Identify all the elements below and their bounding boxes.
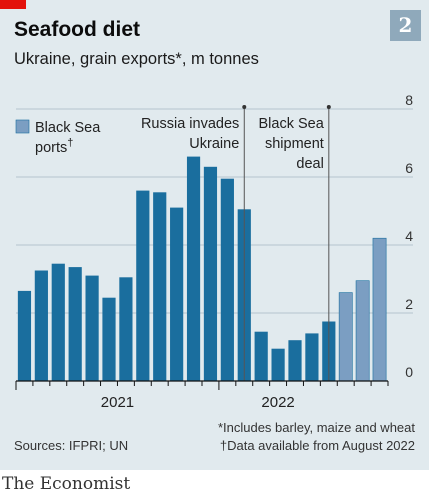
- bar-all-ports: [220, 178, 234, 381]
- bar-all-ports: [186, 156, 201, 381]
- bar-all-ports: [85, 275, 99, 381]
- source-note: Sources: IFPRI; UN: [14, 438, 129, 453]
- footnote-2: †Data available from August 2022: [219, 438, 415, 453]
- axes: 0 2 4 6 8 2021 2022: [15, 92, 413, 411]
- legend-dagger: †: [67, 137, 73, 149]
- bar-black-sea-ports: [338, 292, 353, 382]
- legend-swatch: [15, 119, 30, 134]
- y-tick-label: 0: [405, 364, 413, 380]
- annotations: Russia invades Ukraine Black Sea shipment de…: [141, 105, 331, 381]
- bar-black-sea-ports: [372, 237, 387, 382]
- annotation-label: deal: [296, 156, 323, 172]
- annotation-label: Russia invades: [141, 116, 239, 132]
- x-tick-label: 2022: [261, 394, 294, 411]
- bar-black-sea-ports: [355, 280, 370, 382]
- bar-all-ports: [51, 263, 65, 381]
- bar-all-ports: [34, 270, 48, 381]
- annotation-label: shipment: [265, 136, 324, 152]
- footnote-1: *Includes barley, maize and wheat: [217, 420, 415, 435]
- chart-title: Seafood diet: [14, 18, 141, 41]
- annotation-dot: [242, 105, 247, 109]
- bar-all-ports: [119, 277, 133, 381]
- bar-all-ports: [136, 190, 150, 381]
- annotation-dot: [326, 105, 331, 109]
- bar-all-ports: [254, 331, 268, 381]
- bar-all-ports: [288, 340, 302, 381]
- bar-all-ports: [102, 297, 116, 381]
- bar-all-ports: [271, 348, 285, 381]
- bar-all-ports: [153, 192, 167, 381]
- chart-subtitle: Ukraine, grain exports*, m tonnes: [14, 50, 259, 68]
- footnotes: *Includes barley, maize and wheat †Data …: [218, 419, 415, 455]
- bar-chart: Russia invades Ukraine Black Sea shipment de…: [15, 92, 413, 411]
- y-tick-label: 2: [405, 296, 413, 312]
- annotation-label: Ukraine: [189, 136, 239, 152]
- x-tick-label: 2021: [101, 394, 134, 411]
- bar-all-ports: [305, 333, 319, 381]
- y-tick-label: 8: [405, 92, 413, 108]
- annotation-label: Black Sea: [259, 116, 325, 132]
- bar-all-ports: [68, 267, 82, 381]
- economist-logo: The Economist: [2, 474, 131, 494]
- legend-label: ports†: [35, 137, 73, 156]
- y-tick-label: 6: [405, 160, 413, 176]
- brand-red-tag: [0, 0, 26, 9]
- bars: [17, 156, 387, 382]
- bar-all-ports: [203, 166, 218, 381]
- y-tick-label: 4: [405, 228, 413, 244]
- bar-all-ports: [17, 290, 32, 381]
- bar-all-ports: [170, 207, 184, 381]
- chart-number-badge: 2: [390, 10, 421, 41]
- legend-label: Black Sea: [35, 120, 101, 136]
